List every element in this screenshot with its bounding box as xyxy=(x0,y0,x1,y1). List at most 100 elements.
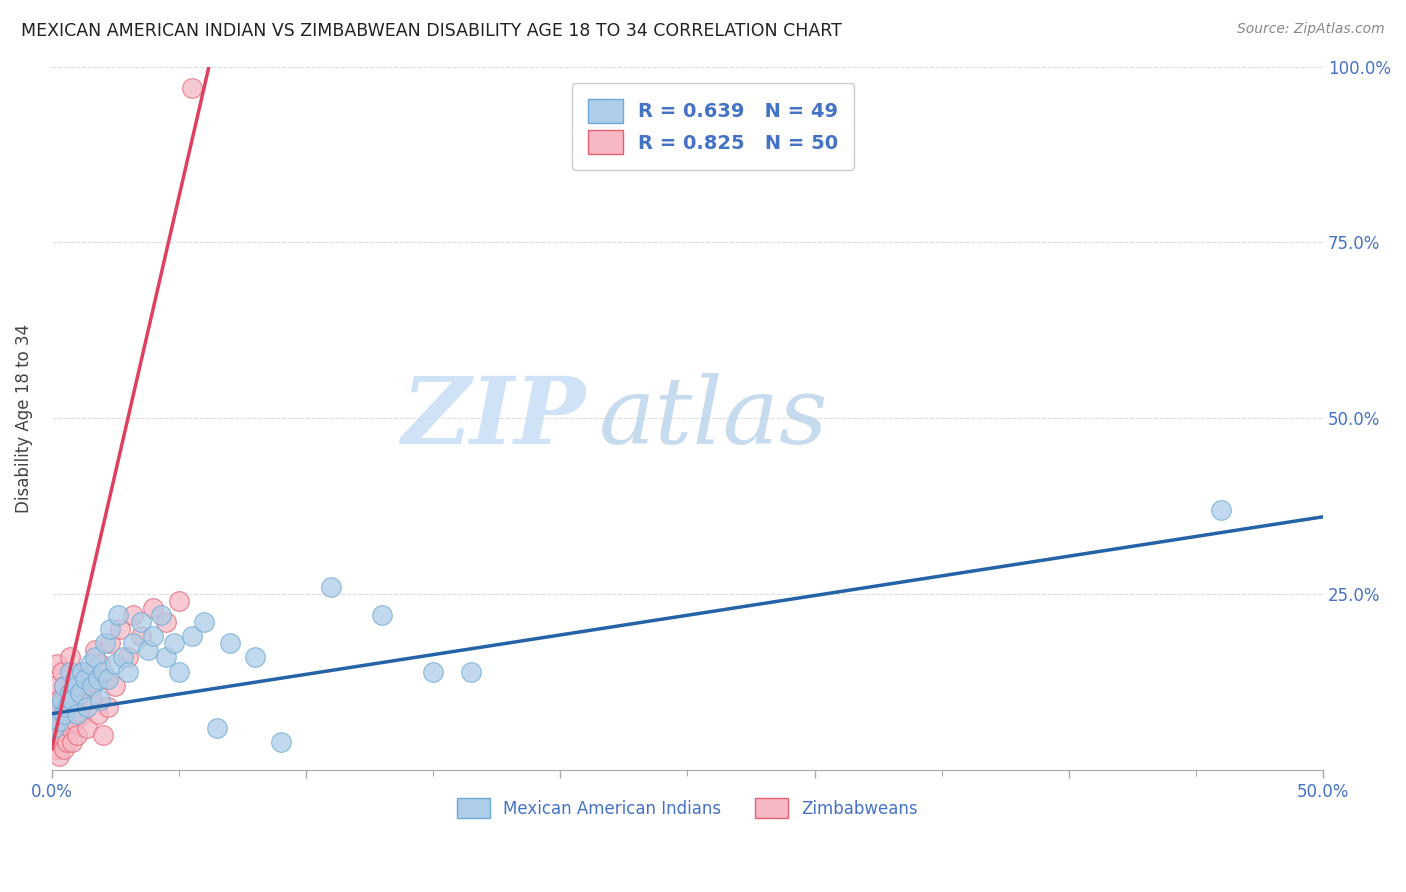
Point xyxy=(129,615,152,630)
Point xyxy=(84,643,107,657)
Point xyxy=(48,714,70,728)
Point xyxy=(94,672,117,686)
Point xyxy=(48,692,70,706)
Point xyxy=(218,636,240,650)
Point xyxy=(66,728,89,742)
Point xyxy=(53,714,76,728)
Point xyxy=(51,706,73,721)
Point xyxy=(73,665,96,679)
Point xyxy=(45,721,67,735)
Point xyxy=(63,714,86,728)
Point xyxy=(44,721,66,735)
Point xyxy=(104,679,127,693)
Point xyxy=(82,679,104,693)
Point xyxy=(321,580,343,594)
Point xyxy=(122,608,145,623)
Point xyxy=(58,665,80,679)
Point xyxy=(56,699,79,714)
Point xyxy=(460,665,482,679)
Point xyxy=(51,665,73,679)
Point xyxy=(117,650,139,665)
Point xyxy=(117,665,139,679)
Point xyxy=(69,685,91,699)
Point xyxy=(72,665,94,679)
Point xyxy=(104,657,127,672)
Point xyxy=(73,672,96,686)
Point xyxy=(205,721,228,735)
Point xyxy=(142,601,165,615)
Point xyxy=(76,721,98,735)
Point xyxy=(89,692,111,706)
Point xyxy=(60,692,83,706)
Point xyxy=(84,650,107,665)
Point xyxy=(167,665,190,679)
Point xyxy=(163,636,186,650)
Point xyxy=(60,735,83,749)
Point xyxy=(69,685,91,699)
Point xyxy=(56,735,79,749)
Point xyxy=(97,672,120,686)
Point xyxy=(53,679,76,693)
Point xyxy=(155,650,177,665)
Point xyxy=(51,692,73,706)
Point xyxy=(155,615,177,630)
Point xyxy=(51,728,73,742)
Point xyxy=(44,706,66,721)
Point xyxy=(180,629,202,643)
Point xyxy=(66,699,89,714)
Point xyxy=(1211,502,1233,516)
Point xyxy=(167,594,190,608)
Y-axis label: Disability Age 18 to 34: Disability Age 18 to 34 xyxy=(15,324,32,513)
Point xyxy=(150,608,173,623)
Point xyxy=(58,721,80,735)
Text: atlas: atlas xyxy=(599,373,828,463)
Text: Source: ZipAtlas.com: Source: ZipAtlas.com xyxy=(1237,22,1385,37)
Point xyxy=(193,615,215,630)
Point xyxy=(122,636,145,650)
Point xyxy=(129,629,152,643)
Point xyxy=(422,665,444,679)
Point xyxy=(48,735,70,749)
Point xyxy=(66,679,89,693)
Point xyxy=(98,636,121,650)
Point xyxy=(82,692,104,706)
Point xyxy=(86,706,108,721)
Point xyxy=(180,80,202,95)
Point xyxy=(89,657,111,672)
Point xyxy=(53,706,76,721)
Point xyxy=(72,706,94,721)
Point xyxy=(98,623,121,637)
Point xyxy=(56,699,79,714)
Point xyxy=(66,706,89,721)
Point xyxy=(94,636,117,650)
Point xyxy=(45,699,67,714)
Point xyxy=(63,672,86,686)
Point xyxy=(45,699,67,714)
Point xyxy=(97,699,120,714)
Point xyxy=(53,742,76,756)
Point xyxy=(138,643,160,657)
Point xyxy=(86,672,108,686)
Legend: Mexican American Indians, Zimbabweans: Mexican American Indians, Zimbabweans xyxy=(450,791,925,825)
Point xyxy=(58,685,80,699)
Point xyxy=(79,657,101,672)
Point xyxy=(44,728,66,742)
Point xyxy=(110,623,132,637)
Point xyxy=(53,679,76,693)
Point xyxy=(76,699,98,714)
Point xyxy=(107,608,129,623)
Point xyxy=(48,748,70,763)
Point xyxy=(63,672,86,686)
Text: MEXICAN AMERICAN INDIAN VS ZIMBABWEAN DISABILITY AGE 18 TO 34 CORRELATION CHART: MEXICAN AMERICAN INDIAN VS ZIMBABWEAN DI… xyxy=(21,22,842,40)
Point xyxy=(48,714,70,728)
Text: ZIP: ZIP xyxy=(402,373,586,463)
Point xyxy=(58,685,80,699)
Point xyxy=(142,629,165,643)
Point xyxy=(45,657,67,672)
Point xyxy=(270,735,292,749)
Point xyxy=(45,742,67,756)
Point xyxy=(371,608,394,623)
Point xyxy=(79,679,101,693)
Point xyxy=(60,692,83,706)
Point xyxy=(111,650,134,665)
